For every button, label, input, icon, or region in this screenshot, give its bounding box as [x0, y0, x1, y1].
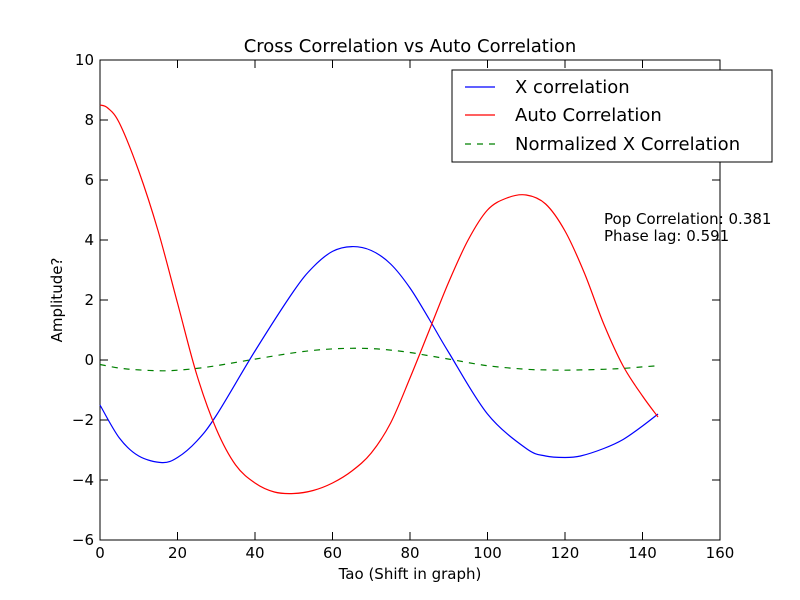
x-tick-label: 40	[245, 544, 264, 562]
y-axis-label: Amplitude?	[48, 258, 66, 343]
y-tick-label: 2	[84, 291, 94, 309]
y-tick-label: 6	[84, 171, 94, 189]
legend-label-auto-correlation: Auto Correlation	[515, 105, 662, 126]
y-tick-label: 0	[84, 351, 94, 369]
y-axis: −6 −4 −2 0 2 4 6 8 10	[72, 51, 720, 549]
x-tick-label: 80	[400, 544, 419, 562]
x-tick-label: 160	[706, 544, 735, 562]
chart-title: Cross Correlation vs Auto Correlation	[244, 36, 577, 57]
x-tick-label: 20	[168, 544, 187, 562]
x-tick-label: 120	[551, 544, 580, 562]
annotation-pop-correlation: Pop Correlation: 0.381	[604, 210, 771, 228]
x-tick-label: 140	[628, 544, 657, 562]
y-tick-label: 4	[84, 231, 94, 249]
x-tick-label: 0	[95, 544, 105, 562]
legend-frame	[451, 69, 773, 163]
x-tick-label: 60	[323, 544, 342, 562]
y-tick-label: 10	[75, 51, 94, 69]
legend: X correlation Auto Correlation Normalize…	[451, 69, 773, 163]
y-tick-label: 8	[84, 111, 94, 129]
legend-label-normalized-x-correlation: Normalized X Correlation	[515, 134, 740, 155]
series-layer	[99, 104, 659, 495]
x-axis-label: Tao (Shift in graph)	[338, 565, 482, 583]
x-axis: 0 20 40 60 80 100 120 140 160	[95, 60, 734, 562]
series-line-auto-correlation	[99, 104, 659, 495]
y-tick-label: −6	[72, 531, 94, 549]
y-tick-label: −4	[72, 471, 94, 489]
y-tick-label: −2	[72, 411, 94, 429]
annotation-phase-lag: Phase lag: 0.591	[604, 227, 729, 245]
legend-label-x-correlation: X correlation	[515, 77, 630, 98]
series-line-normalized-x-correlation	[99, 347, 659, 372]
x-tick-label: 100	[473, 544, 502, 562]
series-line-x-correlation	[99, 245, 659, 464]
